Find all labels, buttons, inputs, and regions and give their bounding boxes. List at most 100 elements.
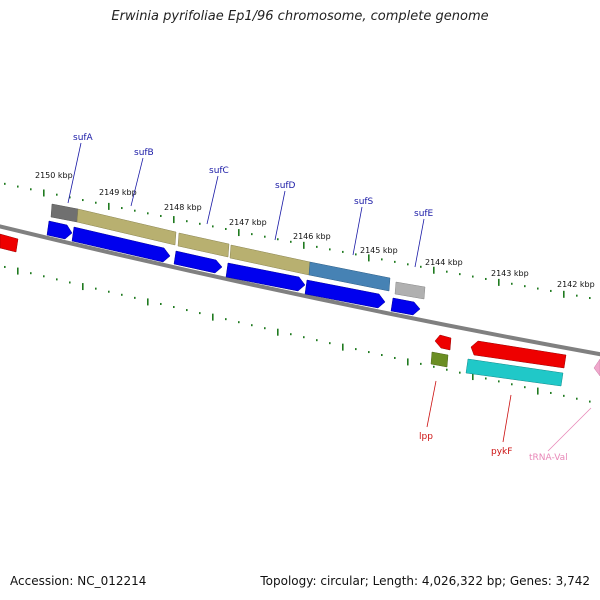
minor-tick [134, 209, 136, 212]
minor-tick [368, 351, 370, 354]
minor-tick [329, 248, 331, 251]
minor-tick [459, 273, 461, 276]
minor-tick [147, 212, 149, 215]
feature-ring-outer [50, 203, 426, 300]
gene-arrow-pykF[interactable] [470, 340, 567, 369]
minor-tick [290, 240, 292, 243]
minor-tick [186, 309, 188, 312]
minor-tick [82, 199, 84, 202]
gene-label-sufS[interactable]: sufS [354, 197, 374, 207]
major-tick [238, 229, 240, 237]
map-title: Erwinia pyrifoliae Ep1/96 chromosome, co… [111, 9, 489, 24]
major-tick [303, 241, 305, 249]
minor-tick [589, 400, 591, 403]
minor-tick [381, 354, 383, 357]
kbp-label: 2143 kbp [491, 269, 529, 278]
minor-tick [290, 333, 292, 336]
minor-tick [225, 227, 227, 230]
minor-tick [251, 324, 253, 327]
major-tick [173, 216, 175, 224]
leader-line-sufE [414, 218, 425, 268]
minor-tick [264, 235, 266, 238]
minor-tick [407, 263, 409, 266]
minor-tick [173, 306, 175, 309]
minor-tick [95, 201, 97, 204]
major-tick [563, 290, 565, 298]
minor-tick [433, 365, 435, 368]
rna-arrow-tRNA-Val[interactable] [593, 358, 600, 377]
minor-tick [355, 253, 357, 256]
kbp-label: 2149 kbp [99, 188, 137, 197]
minor-tick [498, 380, 500, 383]
feature-bar-cyan [465, 358, 564, 387]
gene-label-sufA[interactable]: sufA [73, 133, 94, 143]
label-leaders [67, 142, 592, 452]
minor-tick [446, 368, 448, 371]
minor-tick [316, 245, 318, 248]
minor-tick [95, 287, 97, 290]
minor-tick [199, 312, 201, 315]
kbp-label: 2142 kbp [557, 280, 595, 289]
minor-tick [69, 196, 71, 199]
major-tick [407, 358, 409, 366]
leader-line-sufC [206, 175, 219, 225]
minor-tick [446, 270, 448, 273]
minor-tick [355, 348, 357, 351]
gene-arrow-sufD[interactable] [225, 262, 306, 292]
leader-line-tRNA-Val [547, 407, 592, 452]
minor-tick [56, 278, 58, 281]
minor-tick [524, 285, 526, 288]
minor-tick [186, 220, 188, 223]
gene-arrow-lpp[interactable] [434, 334, 452, 351]
minor-tick [563, 394, 565, 397]
minor-tick [316, 339, 318, 342]
gene-label-sufE[interactable]: sufE [414, 209, 434, 219]
gene-label-sufB[interactable]: sufB [134, 148, 154, 158]
minor-tick [277, 238, 279, 241]
accession-text: Accession: NC_012214 [10, 574, 147, 588]
gene-arrow-sufA[interactable] [46, 220, 73, 240]
tick-row-outer [4, 182, 591, 300]
feature-bar-khaki [76, 208, 177, 246]
minor-tick [160, 214, 162, 217]
gene-arrow-sufB[interactable] [71, 226, 171, 263]
gene-label-sufC[interactable]: sufC [209, 166, 229, 176]
minor-tick [238, 321, 240, 324]
minor-tick [342, 250, 344, 253]
minor-tick [381, 258, 383, 261]
minor-tick [303, 336, 305, 339]
feature-bar-lightgray [394, 281, 426, 300]
gene-label-tRNA-Val[interactable]: tRNA-Val [529, 453, 568, 463]
gene-label-sufD[interactable]: sufD [275, 181, 296, 191]
minor-tick [30, 188, 32, 191]
minor-tick [589, 297, 591, 300]
minor-tick [4, 182, 6, 185]
kbp-label: 2144 kbp [425, 258, 463, 267]
major-tick [498, 278, 500, 286]
minor-tick [420, 265, 422, 268]
feature-bar-khaki [177, 232, 230, 258]
minor-tick [134, 296, 136, 299]
minor-tick [394, 260, 396, 263]
forward-genes [46, 220, 421, 316]
gene-label-lpp[interactable]: lpp [419, 432, 433, 442]
gene-label-pykF[interactable]: pykF [491, 447, 512, 457]
leader-line-pykF [502, 394, 512, 443]
major-tick [277, 328, 279, 336]
major-tick [43, 189, 45, 197]
kbp-label: 2147 kbp [229, 218, 267, 227]
minor-tick [511, 282, 513, 285]
major-tick [342, 343, 344, 351]
reverse-genes [0, 233, 600, 387]
gene-arrow-partial-left[interactable] [0, 233, 19, 253]
gene-arrow-sufC[interactable] [173, 250, 223, 274]
minor-tick [17, 185, 19, 188]
minor-tick [394, 356, 396, 359]
major-tick [212, 313, 214, 321]
minor-tick [69, 281, 71, 284]
feature-bar-steelblue [308, 261, 391, 292]
gene-arrow-sufS[interactable] [304, 279, 386, 309]
feature-bar-gray [50, 203, 79, 223]
gene-arrow-sufE[interactable] [390, 297, 421, 316]
